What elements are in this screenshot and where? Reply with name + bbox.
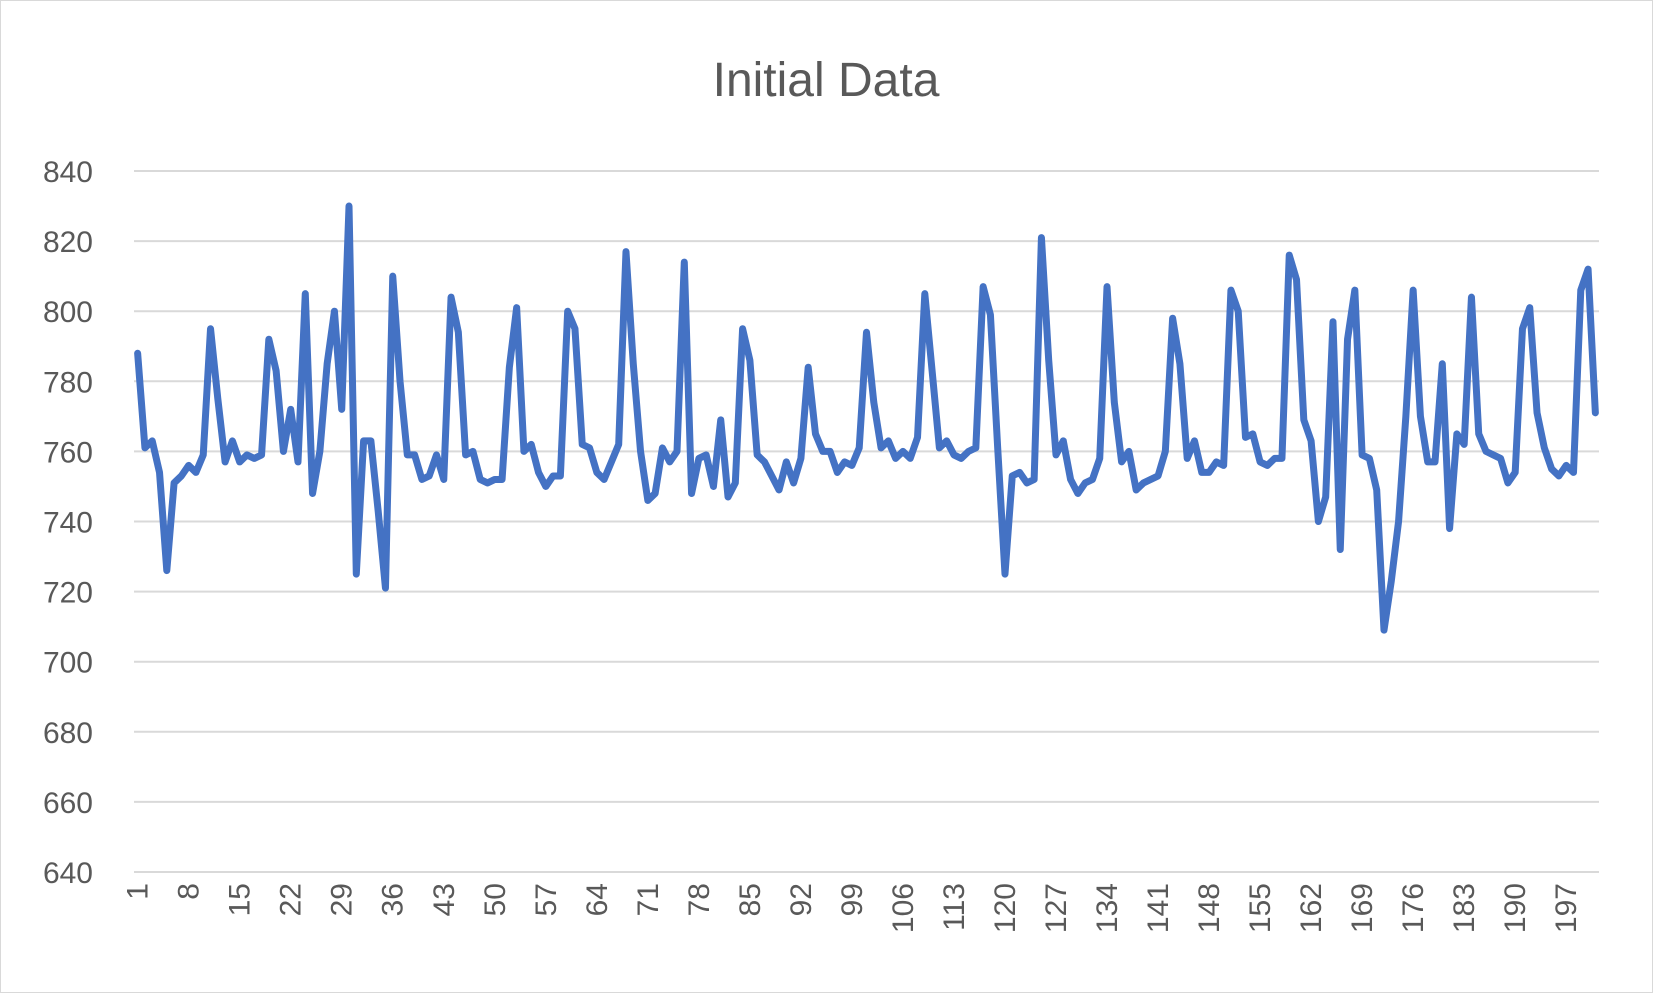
x-tick-label: 92 (785, 883, 818, 916)
x-tick-label: 22 (275, 883, 308, 916)
y-tick-label: 660 (43, 787, 93, 820)
y-tick-label: 680 (43, 717, 93, 750)
x-tick-label: 197 (1550, 883, 1583, 933)
x-tick-label: 85 (734, 883, 767, 916)
y-tick-label: 760 (43, 436, 93, 469)
x-tick-label: 113 (938, 883, 971, 931)
x-tick-label: 141 (1142, 883, 1175, 933)
x-tick-label: 43 (428, 883, 461, 916)
x-tick-label: 120 (989, 883, 1022, 933)
x-tick-label: 127 (1040, 883, 1073, 933)
x-tick-label: 8 (173, 883, 206, 900)
series-layer (134, 202, 1599, 634)
x-tick-label: 15 (224, 883, 257, 916)
x-axis-ticks: 1 8 15 22 29 36 43 50 57 64 71 78 85 92 99 106 113 120 127… (122, 883, 1584, 933)
x-tick-label: 64 (581, 883, 614, 916)
x-tick-label: 78 (683, 883, 716, 916)
x-tick-label: 183 (1448, 883, 1481, 933)
x-tick-label: 106 (887, 883, 920, 933)
x-tick-label: 29 (326, 883, 359, 916)
x-tick-label: 190 (1499, 883, 1532, 933)
x-tick-label: 176 (1397, 883, 1430, 933)
x-tick-label: 162 (1295, 883, 1328, 933)
x-tick-label: 57 (530, 883, 563, 916)
y-tick-label: 740 (43, 507, 93, 540)
chart-title: Initial Data (713, 54, 940, 107)
y-tick-label: 800 (43, 296, 93, 329)
y-tick-label: 820 (43, 226, 93, 259)
x-tick-label: 148 (1193, 883, 1226, 933)
x-tick-label: 155 (1244, 883, 1277, 933)
y-axis-ticks: 640 660 680 700 720 740 760 780 800 820 840 (43, 156, 93, 890)
x-tick-label: 71 (632, 883, 665, 916)
y-tick-label: 840 (43, 156, 93, 189)
series-line (134, 202, 1599, 634)
x-tick-label: 50 (479, 883, 512, 916)
x-tick-label: 99 (836, 883, 869, 916)
x-tick-label: 134 (1091, 883, 1124, 933)
y-tick-label: 780 (43, 366, 93, 399)
y-tick-label: 700 (43, 647, 93, 680)
y-tick-label: 640 (43, 857, 93, 890)
x-tick-label: 169 (1346, 883, 1379, 933)
x-tick-label: 1 (122, 883, 155, 900)
x-tick-label: 36 (377, 883, 410, 916)
y-tick-label: 720 (43, 577, 93, 610)
